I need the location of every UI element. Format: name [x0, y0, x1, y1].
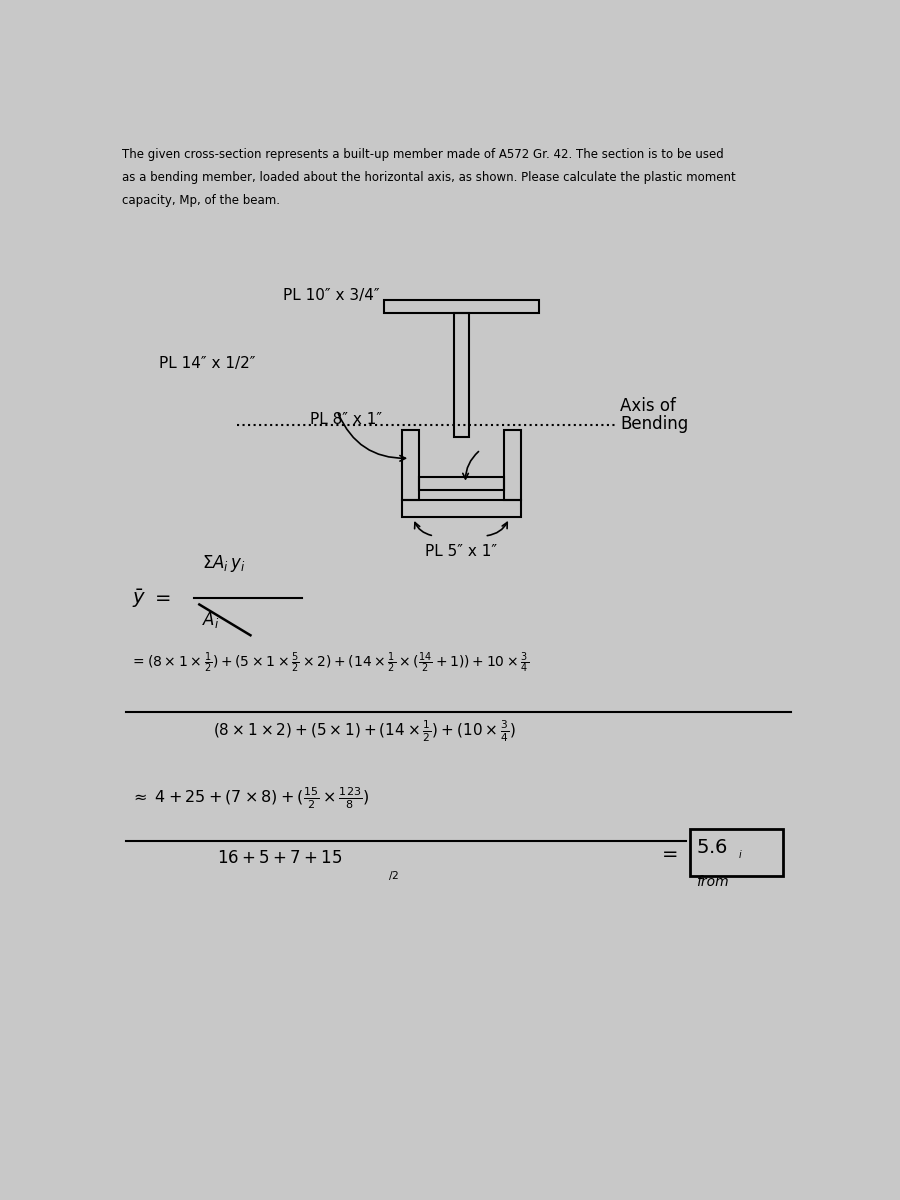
Text: capacity, Mp, of the beam.: capacity, Mp, of the beam.: [122, 194, 280, 208]
Bar: [401, 499, 521, 517]
Text: PL 14″ x 1/2″: PL 14″ x 1/2″: [159, 356, 256, 371]
Text: $(8\times1\times2)+(5\times1)+(14\times\frac{1}{2})+(10\times\frac{3}{4})$: $(8\times1\times2)+(5\times1)+(14\times\…: [213, 719, 516, 744]
Text: =: =: [155, 589, 172, 607]
Text: $_{i}$: $_{i}$: [738, 847, 742, 860]
Text: $\bar{y}$: $\bar{y}$: [132, 587, 146, 610]
Text: $_{/2}$: $_{/2}$: [388, 868, 399, 883]
Text: $\approx\ 4 + 25 + (7\times8) + (\frac{15}{2}\times\frac{123}{8})$: $\approx\ 4 + 25 + (7\times8) + (\frac{1…: [130, 786, 369, 811]
Text: Axis of: Axis of: [620, 397, 676, 415]
Text: $5.6$: $5.6$: [696, 838, 728, 857]
Text: as a bending member, loaded about the horizontal axis, as shown. Please calculat: as a bending member, loaded about the ho…: [122, 170, 735, 184]
Text: $= (8\times1\times \frac{1}{2})+(5\times1\times\frac{5}{2}\times2)+(14\times\fra: $= (8\times1\times \frac{1}{2})+(5\times…: [130, 650, 528, 676]
Text: The given cross-section represents a built-up member made of A572 Gr. 42. The se: The given cross-section represents a bui…: [122, 148, 724, 161]
Bar: [401, 431, 419, 499]
Bar: [383, 300, 539, 313]
Bar: [504, 431, 521, 499]
Text: PL 10″ x 3/4″: PL 10″ x 3/4″: [284, 288, 380, 302]
Text: $\Sigma A_i\, y_i$: $\Sigma A_i\, y_i$: [202, 553, 245, 574]
Text: Bending: Bending: [620, 415, 688, 433]
Text: $A_i$: $A_i$: [202, 610, 219, 630]
Bar: [690, 829, 783, 876]
Bar: [454, 313, 469, 437]
Text: $16+5+7+15$: $16+5+7+15$: [217, 848, 342, 866]
Bar: [418, 476, 504, 491]
Text: from: from: [696, 876, 729, 889]
Text: $=$: $=$: [658, 842, 679, 862]
Text: PL 5″ x 1″: PL 5″ x 1″: [425, 544, 498, 559]
Text: PL 8″ x 1″: PL 8″ x 1″: [310, 412, 382, 426]
